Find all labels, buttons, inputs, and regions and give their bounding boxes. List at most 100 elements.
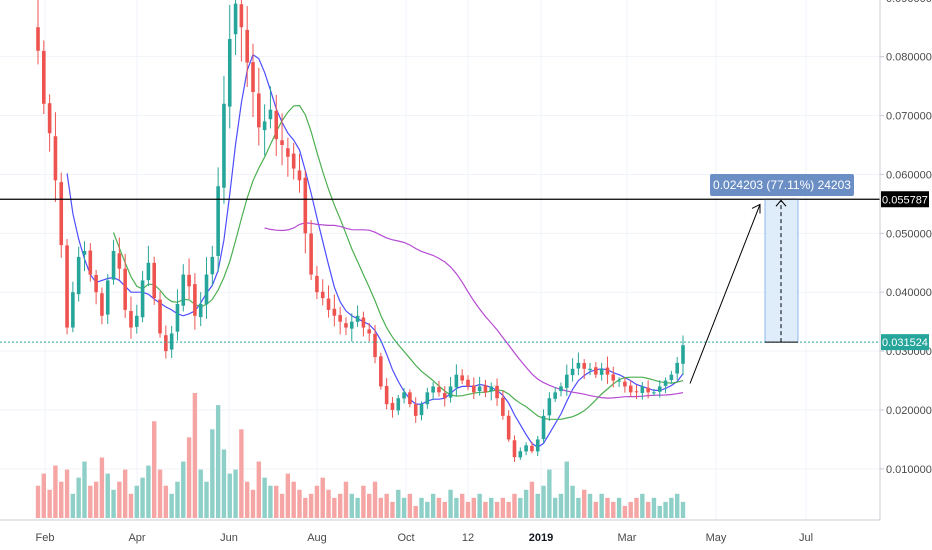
candle-body <box>76 256 81 295</box>
volume-bar <box>651 497 657 518</box>
candle-body <box>65 245 69 328</box>
candle-body <box>251 62 255 92</box>
volume-bar <box>192 393 198 518</box>
volume-bar <box>494 501 500 518</box>
candle-body <box>570 368 575 376</box>
volume-bar <box>274 485 279 518</box>
volume-bar <box>157 469 163 518</box>
candle-body <box>338 315 342 322</box>
price-tag <box>881 334 929 351</box>
time-tick-label: Feb <box>36 532 55 544</box>
volume-bar <box>332 497 337 518</box>
trend-arrow[interactable] <box>689 204 761 384</box>
candle-body <box>681 345 685 364</box>
candle-body <box>123 268 127 310</box>
volume-bar <box>564 461 569 518</box>
volume-bar <box>268 485 273 518</box>
price-tick-label: 0.070000 <box>886 111 932 123</box>
volume-bar <box>529 481 535 518</box>
candle-body <box>309 233 313 275</box>
volume-bar <box>105 473 110 518</box>
candle-body <box>152 262 157 299</box>
candle-body <box>100 293 104 316</box>
volume-bar <box>175 481 180 518</box>
candle-body <box>518 451 523 458</box>
volume-bar <box>181 461 186 518</box>
volume-bar <box>547 469 552 518</box>
price-tags: 0.055787 0.031524 <box>881 191 929 351</box>
volume-bar <box>82 461 87 518</box>
candle-body <box>657 386 662 392</box>
candle-body <box>489 386 494 392</box>
price-tick-label: 0.020000 <box>886 405 932 417</box>
candle-body <box>320 291 325 299</box>
volume-bar <box>215 405 221 518</box>
volume-bar <box>622 505 628 518</box>
candle-body <box>204 274 209 305</box>
time-tick-label: 2019 <box>529 532 553 544</box>
candle-body <box>553 392 557 399</box>
volume-bar <box>442 501 447 518</box>
volume-bar <box>35 485 41 518</box>
volume-bar <box>640 493 645 518</box>
candle-body <box>164 335 168 352</box>
volume-bar <box>570 485 575 518</box>
candle-body <box>280 140 284 145</box>
volume-bar <box>535 493 540 518</box>
candle-body <box>82 251 87 255</box>
volume-bar <box>518 497 523 518</box>
volume-bar <box>314 485 320 518</box>
candle-body <box>623 381 627 387</box>
volume-bar <box>349 493 354 518</box>
candle-body <box>198 304 203 318</box>
candle-body <box>594 367 598 375</box>
candle-body <box>413 404 418 416</box>
candle-body <box>431 386 435 393</box>
candle-body <box>617 380 621 382</box>
volume-bar <box>233 469 238 518</box>
candle-body <box>286 148 290 157</box>
volume-bar <box>163 485 169 518</box>
candle-body <box>396 398 401 411</box>
candle-body <box>646 387 650 393</box>
candle-body <box>140 280 145 318</box>
volume-bar <box>297 489 302 518</box>
candle-body <box>466 379 470 387</box>
volume-bar <box>657 505 662 518</box>
candle-body <box>437 387 441 393</box>
volume-bar <box>593 501 599 518</box>
candle-body <box>640 386 645 393</box>
candle-body <box>216 186 220 256</box>
volume-bar <box>93 481 99 518</box>
volume-bar <box>506 501 511 518</box>
volume-bar <box>378 497 384 518</box>
price-axis[interactable] <box>0 0 881 521</box>
candle-body <box>506 415 511 440</box>
time-tick-label: 12 <box>462 532 474 544</box>
candle-body <box>297 170 302 181</box>
annotations[interactable]: 0.024203 (77.11%) 24203 <box>0 174 880 384</box>
candle-body <box>501 397 505 416</box>
candle-body <box>675 362 679 374</box>
volume-bar <box>454 497 459 518</box>
volume-bar <box>384 493 389 518</box>
candle-body <box>268 109 273 120</box>
moving-average-line <box>66 53 684 449</box>
candle-body <box>472 385 476 393</box>
volume-bar <box>355 497 360 518</box>
candle-body <box>105 280 110 315</box>
candle-body <box>477 386 482 392</box>
candle-body <box>245 29 249 63</box>
volume-bar <box>186 437 192 518</box>
candle-body <box>628 385 633 393</box>
volume-bar <box>587 493 593 518</box>
volume-bar <box>541 485 546 518</box>
volume-bar <box>436 497 442 518</box>
candle-body <box>146 262 151 281</box>
candle-body <box>42 50 46 104</box>
volume-bar <box>64 469 70 518</box>
candle-body <box>634 391 639 393</box>
volume-bar <box>477 493 482 518</box>
time-tick-label: Mar <box>618 532 637 544</box>
